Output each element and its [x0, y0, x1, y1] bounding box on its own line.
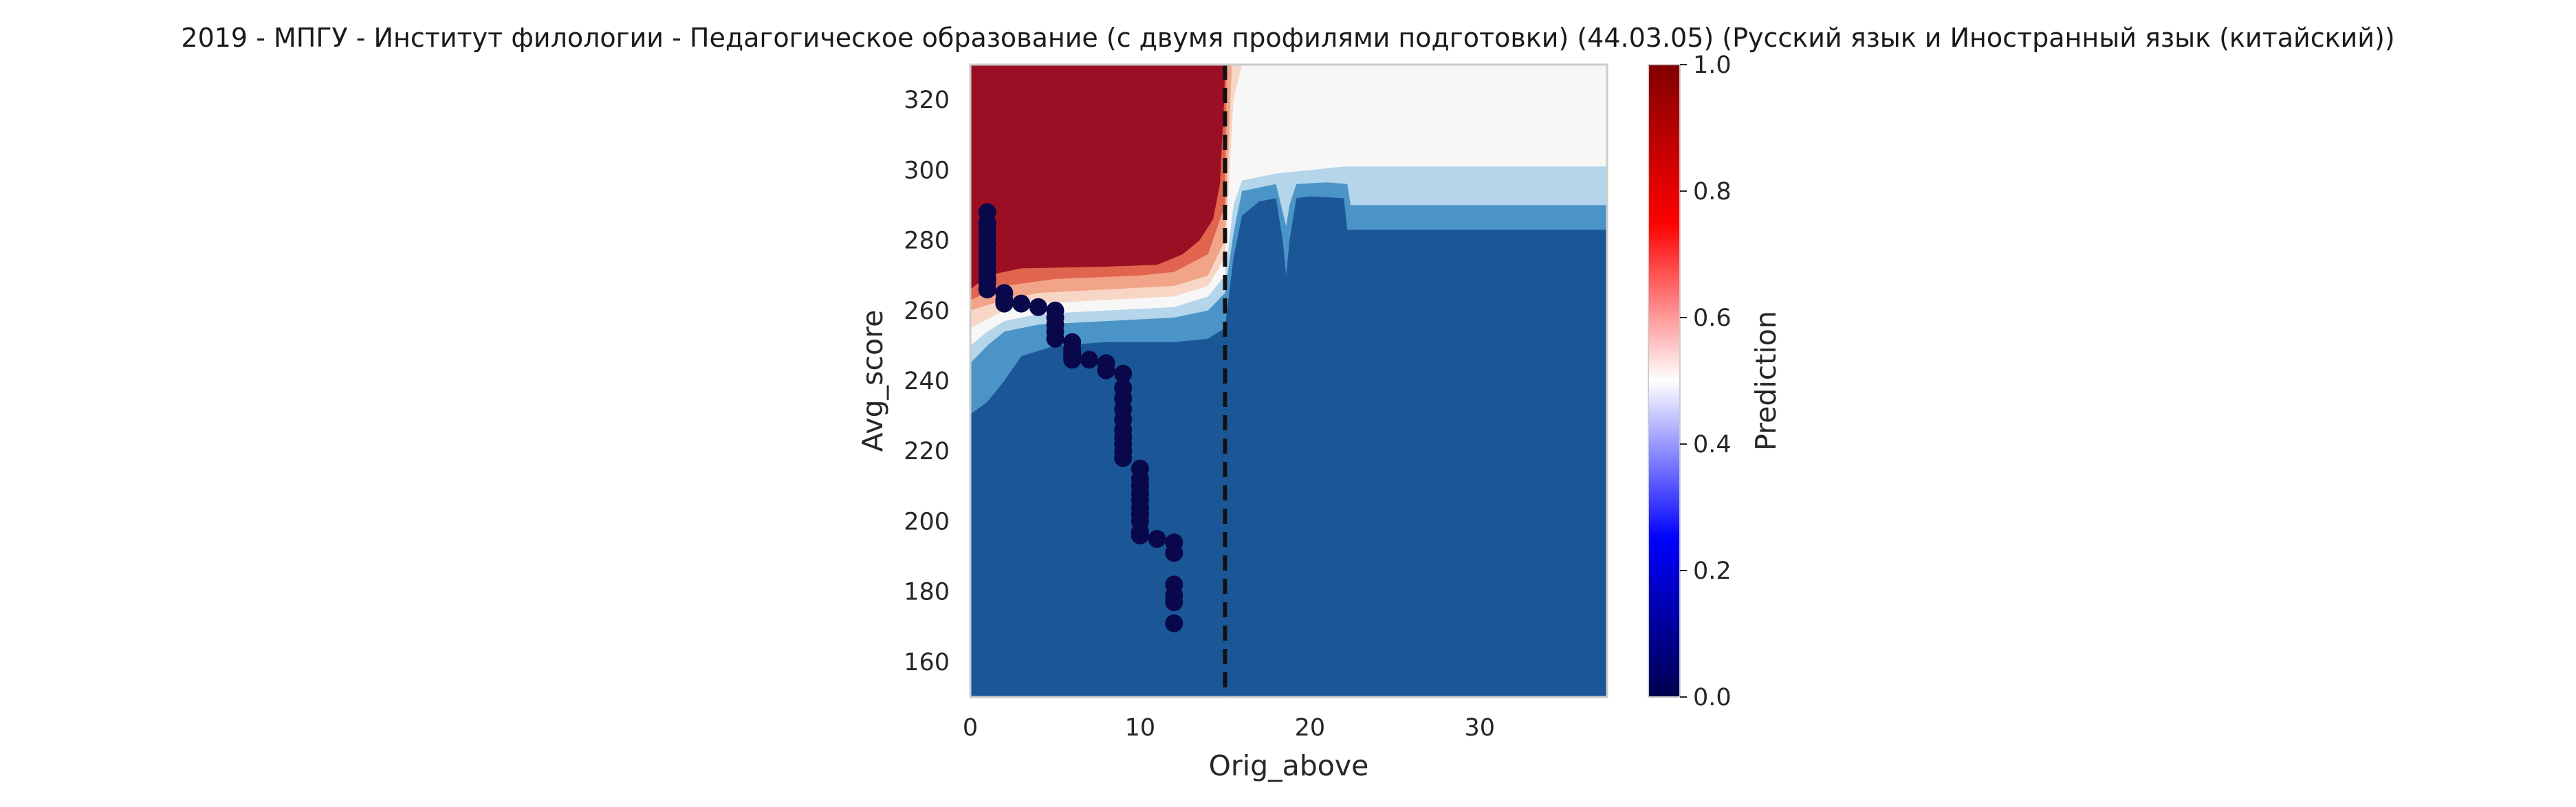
data-point [995, 294, 1014, 313]
data-point [1148, 530, 1166, 548]
chart-title: 2019 - МПГУ - Институт филологии - Педаг… [181, 23, 2394, 53]
data-point [1131, 526, 1149, 544]
y-tick-label: 200 [904, 508, 950, 535]
colorbar-tick-label: 0.2 [1693, 557, 1732, 585]
colorbar-tick-label: 0.0 [1693, 684, 1732, 711]
y-tick-label: 220 [904, 438, 950, 465]
data-point [1097, 361, 1115, 379]
y-axis-label: Avg_score [856, 310, 889, 452]
colorbar-label: Prediction [1749, 311, 1782, 451]
y-tick-label: 280 [904, 228, 950, 255]
data-point [1029, 298, 1047, 316]
contour-band-7 [970, 65, 1225, 290]
plot-area: 0 10 20 30 160 180 200 220 240 260 280 300 320 [904, 63, 1608, 742]
data-point [1165, 544, 1183, 562]
colorbar-tick-label: 1.0 [1693, 52, 1732, 79]
colorbar-tick-label: 0.8 [1693, 178, 1732, 206]
x-tick-label: 10 [1125, 714, 1156, 742]
y-tick-label: 160 [904, 649, 950, 676]
data-point [1080, 351, 1098, 369]
colorbar-ticks: 0.0 0.2 0.4 0.6 0.8 1.0 [1680, 52, 1732, 711]
data-point [1046, 329, 1065, 348]
colorbar-gradient [1648, 64, 1681, 698]
prediction-contours [970, 65, 1607, 697]
data-point [1114, 449, 1133, 467]
x-axis-label: Orig_above [1209, 749, 1369, 782]
data-point [978, 280, 996, 299]
x-tick-label: 30 [1465, 714, 1496, 742]
plot-frame [969, 63, 1608, 698]
y-axis-ticks: 160 180 200 220 240 260 280 300 320 [904, 87, 950, 676]
y-tick-label: 240 [904, 368, 950, 395]
x-tick-label: 20 [1295, 714, 1326, 742]
y-tick-label: 180 [904, 579, 950, 606]
data-point [1165, 614, 1183, 632]
data-point [1165, 593, 1183, 611]
training-points [978, 203, 1183, 632]
x-tick-label: 0 [963, 714, 978, 742]
x-axis-ticks: 0 10 20 30 [963, 714, 1495, 742]
y-tick-label: 260 [904, 298, 950, 325]
colorbar-tick-label: 0.6 [1693, 305, 1732, 332]
data-point [1063, 351, 1082, 369]
y-tick-label: 320 [904, 87, 950, 114]
data-point [1012, 294, 1031, 313]
colorbar-tick-label: 0.4 [1693, 431, 1732, 458]
colorbar: 0.0 0.2 0.4 0.6 0.8 1.0 Prediction [1648, 52, 1782, 711]
y-tick-label: 300 [904, 157, 950, 184]
data-point [1114, 364, 1133, 383]
